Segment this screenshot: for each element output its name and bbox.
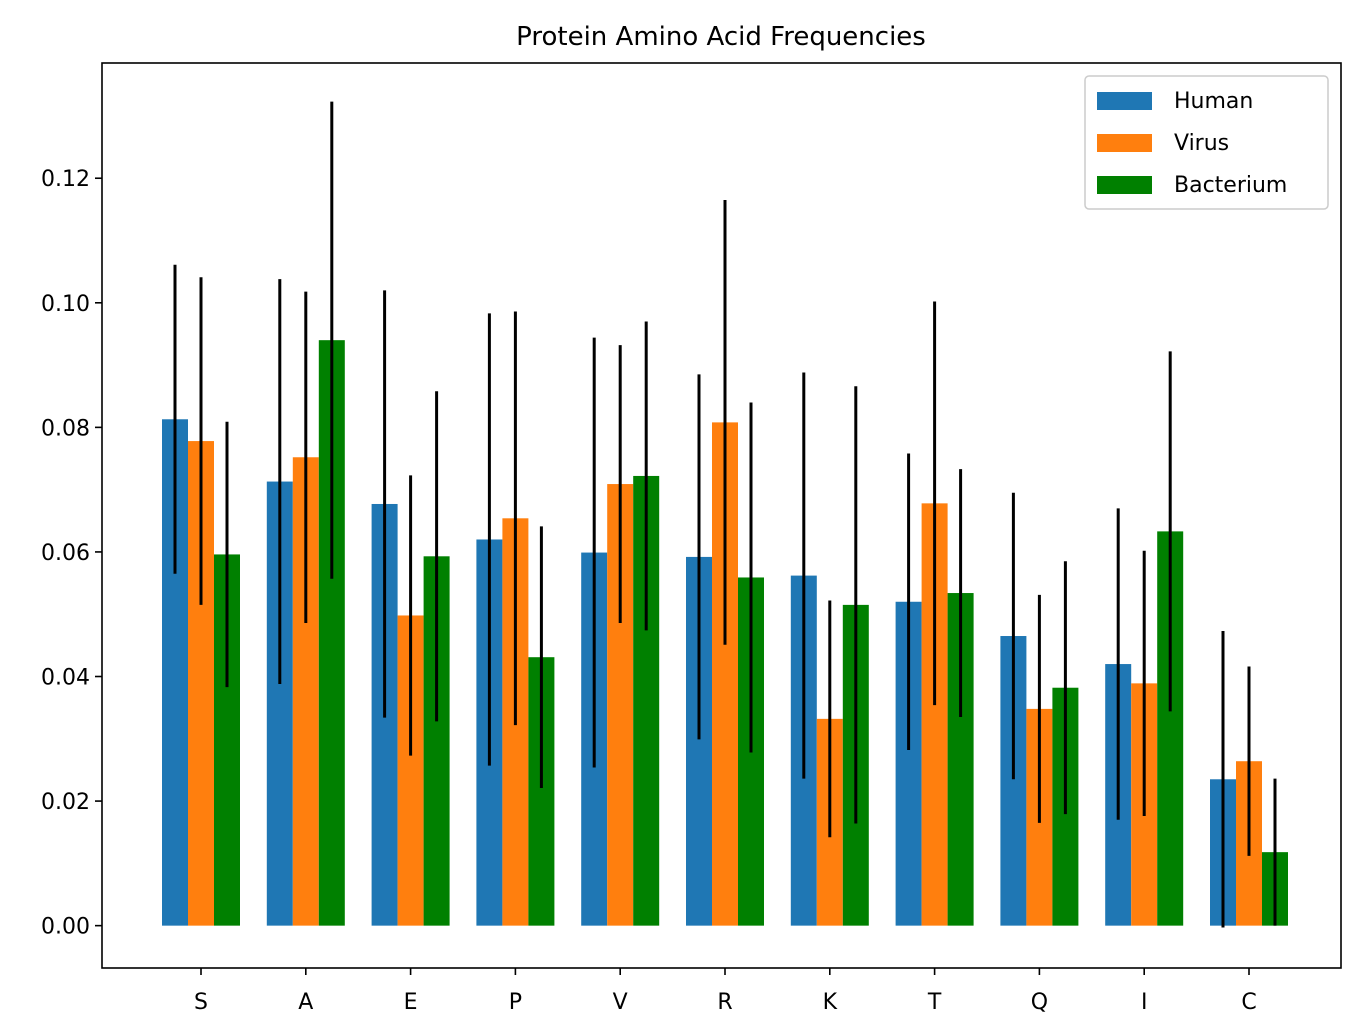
legend-label-human: Human	[1174, 89, 1253, 114]
legend-swatch-human	[1097, 92, 1152, 110]
legend-label-virus: Virus	[1174, 131, 1229, 156]
x-tick-label: E	[404, 990, 418, 1015]
plot-frame	[101, 62, 1342, 969]
bars-layer	[162, 340, 1288, 926]
x-tick-label: T	[927, 990, 942, 1015]
y-tick-label: 0.08	[41, 416, 90, 441]
x-tick-label: K	[823, 990, 838, 1015]
x-tick-label: I	[1141, 990, 1148, 1015]
x-tick-label: V	[613, 990, 628, 1015]
legend-label-bacterium: Bacterium	[1174, 173, 1287, 198]
y-tick-label: 0.06	[41, 541, 90, 566]
error-bars-layer	[173, 101, 1277, 928]
y-tick-label: 0.04	[41, 666, 90, 691]
y-axis: 0.00 0.02 0.04 0.06 0.08 0.10 0.12	[41, 167, 102, 940]
y-tick-label: 0.12	[41, 167, 90, 192]
y-tick-label: 0.10	[41, 292, 90, 317]
x-tick-label: P	[509, 990, 522, 1015]
y-tick-label: 0.02	[41, 790, 90, 815]
x-tick-label: A	[298, 990, 313, 1015]
x-tick-label: Q	[1031, 990, 1048, 1015]
x-tick-label: R	[717, 990, 732, 1015]
legend: Human Virus Bacterium	[1084, 75, 1329, 210]
x-tick-label: S	[194, 990, 208, 1015]
chart-title: Protein Amino Acid Frequencies	[516, 22, 926, 52]
y-tick-label: 0.00	[41, 915, 90, 940]
legend-swatch-virus	[1097, 134, 1152, 152]
legend-swatch-bacterium	[1097, 176, 1152, 194]
x-tick-label: C	[1241, 990, 1256, 1015]
